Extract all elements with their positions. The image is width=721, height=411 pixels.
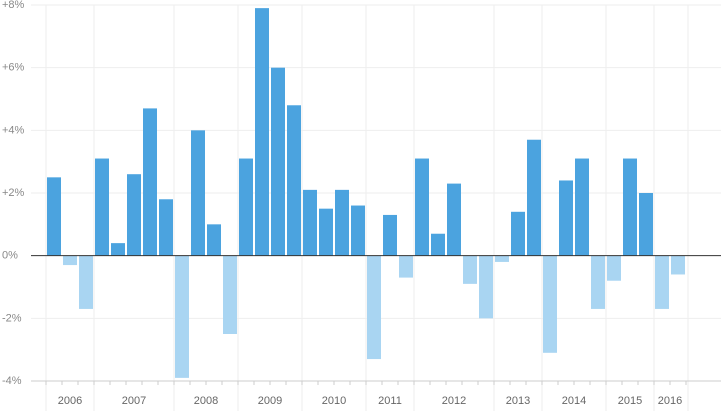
bar	[47, 177, 61, 256]
year-separators	[45, 5, 689, 411]
x-tick-label: 2011	[378, 395, 402, 407]
bar	[399, 255, 413, 278]
bar	[463, 255, 477, 284]
bar	[287, 105, 301, 256]
bar	[607, 255, 621, 281]
bar	[319, 208, 333, 256]
bar	[527, 139, 541, 256]
bar	[255, 8, 269, 256]
x-tick-label: 2007	[122, 395, 146, 407]
bar	[303, 189, 317, 256]
x-tick-label: 2014	[562, 395, 586, 407]
bar	[575, 158, 589, 256]
y-tick-label: +4%	[2, 124, 25, 136]
bar	[671, 255, 685, 275]
bar	[511, 211, 525, 256]
y-axis-labels: -4% -2% 0% +2% +4% +6% +8%	[2, 0, 25, 387]
x-tick-label: 2006	[58, 395, 82, 407]
y-tick-label: -2%	[2, 312, 22, 324]
y-tick-label: +8%	[2, 0, 25, 11]
bar	[335, 189, 349, 256]
bar	[447, 183, 461, 256]
y-tick-label: +2%	[2, 187, 25, 199]
bar	[143, 108, 157, 256]
bar	[79, 255, 93, 309]
bar	[95, 158, 109, 256]
x-tick-label: 2008	[194, 395, 218, 407]
bar	[639, 193, 653, 256]
x-tick-label: 2010	[322, 395, 346, 407]
bar	[111, 243, 125, 256]
bar	[623, 158, 637, 256]
bar	[127, 174, 141, 256]
bar	[383, 214, 397, 256]
bar	[223, 255, 237, 334]
bar	[415, 158, 429, 256]
bar	[655, 255, 669, 309]
y-tick-label: +6%	[2, 62, 25, 74]
bars	[47, 8, 685, 378]
bar	[431, 233, 445, 256]
x-tick-label: 2015	[618, 395, 642, 407]
bar	[63, 255, 77, 266]
bar	[591, 255, 605, 309]
y-tick-label: -4%	[2, 375, 22, 387]
bar	[479, 255, 493, 319]
x-axis-labels: 2006 2007 2008 2009 2010 2011 2012 2013 2014 2015…	[58, 395, 682, 407]
x-tick-label: 2012	[442, 395, 466, 407]
bar	[495, 255, 509, 262]
x-tick-label: 2009	[258, 395, 282, 407]
y-tick-label: 0%	[2, 250, 18, 262]
bar	[239, 158, 253, 256]
x-axis	[31, 380, 721, 385]
bar	[367, 255, 381, 360]
bar	[351, 205, 365, 256]
x-tick-label: 2013	[506, 395, 530, 407]
bar	[559, 180, 573, 256]
bar	[271, 67, 285, 256]
bar	[191, 130, 205, 256]
bar	[175, 255, 189, 378]
bar	[207, 224, 221, 256]
bar	[159, 199, 173, 256]
bar	[543, 255, 557, 353]
x-tick-label: 2016	[658, 395, 682, 407]
